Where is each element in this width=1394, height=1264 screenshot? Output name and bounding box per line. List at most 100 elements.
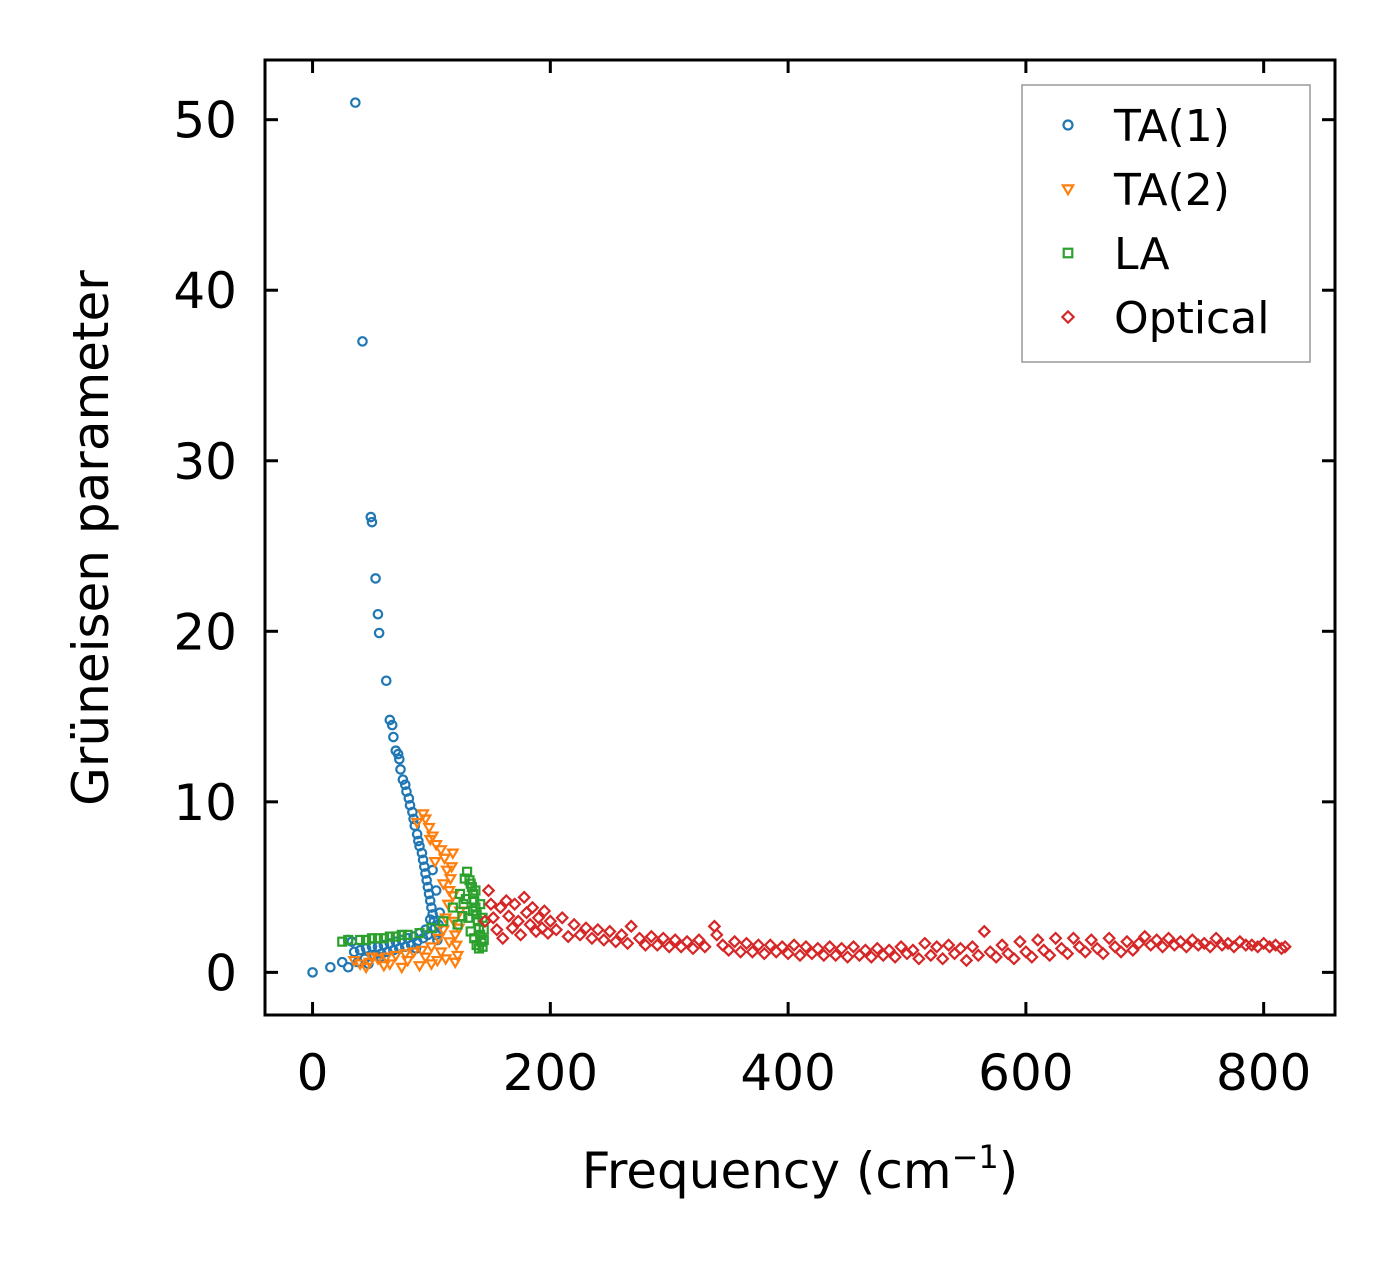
data-point bbox=[828, 948, 843, 963]
data-point bbox=[460, 893, 472, 905]
data-point bbox=[424, 895, 436, 907]
data-point bbox=[406, 947, 421, 959]
data-point bbox=[430, 885, 442, 896]
data-point bbox=[686, 941, 700, 956]
y-tick-label: 10 bbox=[173, 774, 237, 832]
data-point bbox=[436, 879, 451, 891]
data-point bbox=[511, 914, 526, 929]
data-point bbox=[379, 952, 394, 965]
data-point bbox=[377, 961, 391, 973]
data-point bbox=[478, 934, 489, 946]
data-point bbox=[923, 948, 938, 963]
data-point bbox=[1126, 943, 1140, 958]
data-point bbox=[426, 922, 437, 934]
data-point bbox=[419, 861, 430, 872]
data-point bbox=[870, 941, 885, 956]
data-point bbox=[371, 954, 385, 966]
data-point bbox=[424, 959, 439, 971]
data-point bbox=[709, 928, 724, 942]
data-point bbox=[1078, 945, 1093, 959]
series-optical bbox=[478, 883, 1292, 968]
legend-label: TA(2) bbox=[1113, 165, 1230, 216]
data-point bbox=[392, 748, 404, 760]
data-point bbox=[481, 883, 496, 898]
data-point bbox=[894, 939, 908, 954]
data-point bbox=[403, 793, 415, 804]
data-point bbox=[816, 948, 831, 963]
data-point bbox=[365, 952, 379, 965]
data-point bbox=[505, 921, 520, 935]
data-point bbox=[471, 939, 482, 951]
data-point bbox=[537, 904, 552, 918]
data-point bbox=[846, 939, 861, 954]
legend-entries: TA(1) TA(2) LA Optical bbox=[1060, 101, 1269, 344]
data-point bbox=[585, 931, 599, 946]
data-point bbox=[698, 939, 712, 954]
data-point bbox=[692, 933, 706, 947]
data-point bbox=[410, 817, 424, 830]
plot-points bbox=[307, 97, 1292, 978]
data-point bbox=[929, 939, 944, 954]
data-point bbox=[1197, 936, 1212, 951]
data-point bbox=[727, 934, 742, 949]
data-point bbox=[507, 897, 522, 911]
data-point bbox=[1278, 939, 1292, 954]
data-point bbox=[1066, 931, 1081, 946]
data-point bbox=[1120, 934, 1134, 949]
legend-entry: TA(1) bbox=[1062, 101, 1230, 152]
data-point bbox=[513, 928, 528, 942]
data-point bbox=[366, 516, 378, 528]
data-point bbox=[1233, 934, 1247, 949]
data-point bbox=[1209, 931, 1223, 946]
data-point bbox=[656, 931, 671, 946]
data-point bbox=[438, 916, 449, 927]
data-point bbox=[448, 957, 462, 970]
data-point bbox=[1060, 946, 1075, 961]
data-point bbox=[531, 910, 546, 925]
data-point bbox=[573, 928, 587, 942]
data-point bbox=[434, 947, 448, 959]
data-point bbox=[811, 941, 825, 956]
data-point bbox=[1132, 936, 1146, 951]
data-point bbox=[370, 573, 381, 584]
data-point bbox=[517, 890, 531, 905]
y-axis-title: Grüneisen parameter bbox=[62, 270, 120, 806]
data-point bbox=[350, 97, 361, 108]
x-tick-label: 400 bbox=[740, 1044, 835, 1102]
data-point bbox=[412, 961, 427, 973]
data-point bbox=[417, 854, 429, 866]
data-point bbox=[644, 929, 659, 944]
data-point bbox=[447, 916, 461, 929]
data-point bbox=[378, 933, 389, 944]
data-point bbox=[440, 865, 454, 878]
x-tick-label: 0 bbox=[297, 1044, 329, 1102]
data-point bbox=[347, 955, 361, 968]
data-point bbox=[416, 809, 430, 821]
legend: TA(1) TA(2) LA Optical bbox=[1021, 84, 1311, 363]
data-point bbox=[307, 967, 318, 978]
data-point bbox=[436, 925, 451, 937]
data-point bbox=[477, 941, 488, 952]
data-point bbox=[450, 950, 465, 963]
data-point bbox=[591, 922, 605, 937]
legend-entry: TA(2) bbox=[1060, 165, 1230, 216]
data-point bbox=[428, 857, 442, 869]
data-point bbox=[438, 954, 453, 966]
data-point bbox=[366, 933, 378, 944]
legend-entry: LA bbox=[1062, 229, 1170, 280]
series-la bbox=[337, 866, 489, 954]
data-point bbox=[977, 924, 992, 939]
y-tick-label: 50 bbox=[173, 92, 237, 150]
data-point bbox=[386, 719, 398, 731]
data-point bbox=[458, 899, 469, 910]
data-point bbox=[1013, 934, 1027, 949]
data-point bbox=[365, 511, 377, 523]
data-point bbox=[454, 888, 466, 900]
data-point bbox=[959, 953, 974, 968]
data-point bbox=[421, 874, 432, 886]
data-point bbox=[501, 909, 516, 923]
data-point bbox=[1137, 929, 1152, 944]
data-point bbox=[423, 834, 438, 847]
data-point bbox=[389, 950, 403, 963]
data-point bbox=[608, 934, 623, 949]
